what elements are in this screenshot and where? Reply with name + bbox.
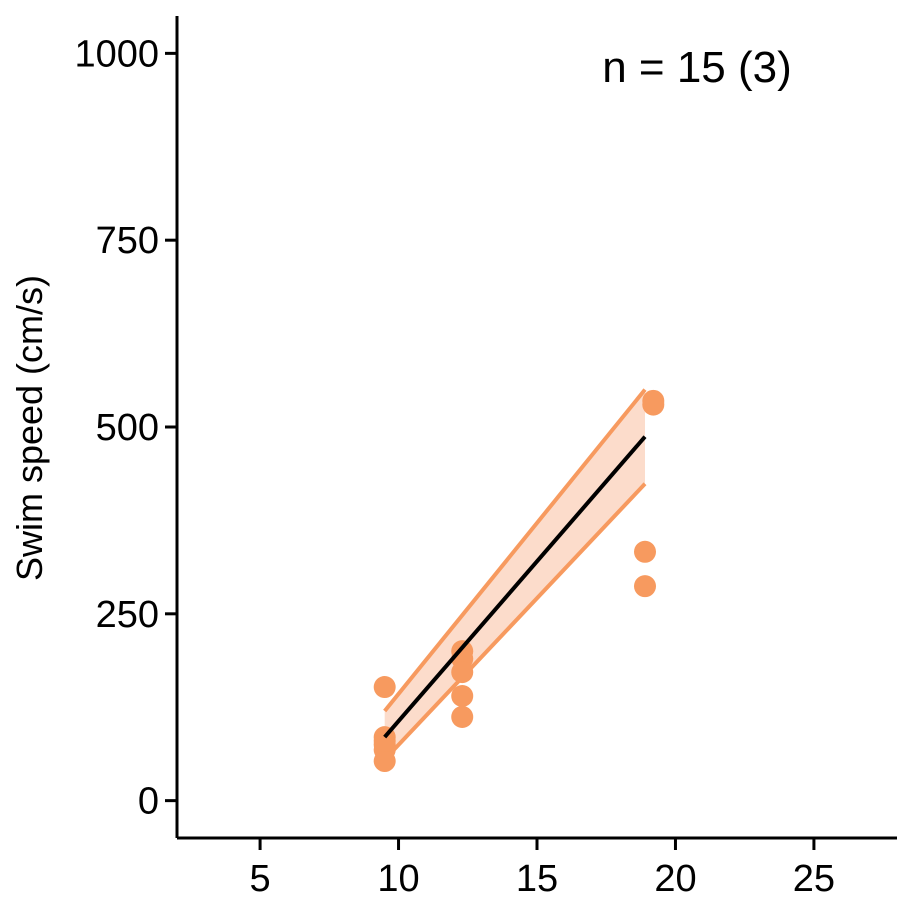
confidence-band-upper [383,388,647,713]
data-point [634,540,656,563]
x-tick-label: 15 [516,858,558,900]
data-point [634,575,656,598]
data-point [451,661,474,684]
y-tick-label: 750 [96,220,159,262]
y-axis-title: Swim speed (cm/s) [9,275,50,581]
data-point [642,393,665,416]
y-tick-label: 1000 [74,33,159,75]
x-tick-label: 10 [377,858,419,900]
y-tick-label: 500 [96,407,159,449]
x-tick-label: 20 [654,858,696,900]
confidence-band-lower [383,482,647,761]
data-point [373,676,396,699]
y-tick-label: 0 [138,781,159,823]
x-tick-label: 25 [793,858,835,900]
sample-size-annotation: n = 15 (3) [602,43,792,92]
data-point [373,729,396,752]
data-point [373,750,396,773]
plot-area [373,388,665,773]
fit-line [383,435,647,739]
data-point [451,685,474,708]
data-point [451,705,474,728]
confidence-band [384,389,645,760]
x-tick-label: 5 [250,858,271,900]
y-tick-label: 250 [96,594,159,636]
